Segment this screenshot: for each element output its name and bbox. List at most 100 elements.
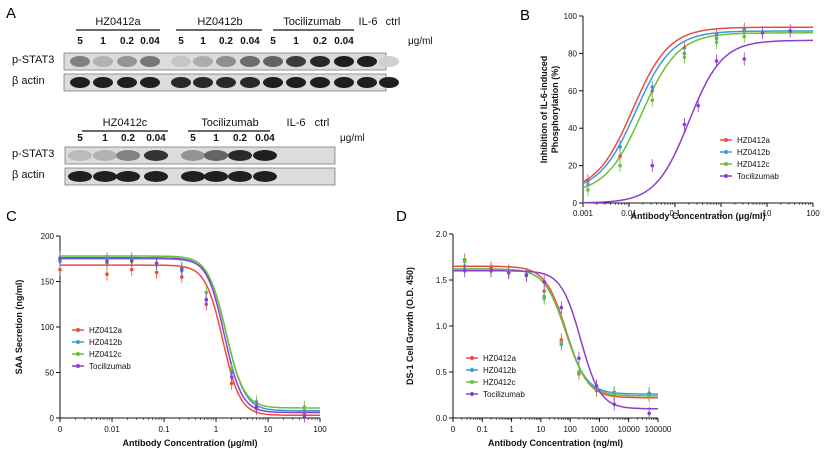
western-blot-top: HZ0412a HZ0412b Tocilizumab IL-6 ctrl 5 1 0.2 0.… xyxy=(12,16,433,92)
blot-band-actin xyxy=(70,77,90,88)
data-point-hz0412c xyxy=(229,366,234,370)
data-point-hz0412c xyxy=(302,405,307,409)
x-tick-label: 10 xyxy=(264,425,273,434)
blot-group-label: HZ0412c xyxy=(103,117,148,129)
legend-swatch-marker xyxy=(470,368,474,372)
panel-label-a: A xyxy=(6,5,16,22)
y-axis-label: SAA Secretion (ng/ml) xyxy=(14,280,24,375)
blot-band-actin xyxy=(286,77,306,88)
x-tick-label: 1 xyxy=(719,209,724,218)
data-point-tocilizumab xyxy=(742,57,747,61)
data-point-tocilizumab xyxy=(559,305,564,310)
data-point-tocilizumab xyxy=(489,269,493,273)
y-axis-label: DS-1 Cell Growth (O.D. 450) xyxy=(405,267,415,385)
legend-swatch-marker xyxy=(470,356,474,360)
blot-group-label: HZ0412a xyxy=(95,16,141,28)
blot-band-pstat3 xyxy=(253,150,277,161)
data-point-hz0412c xyxy=(742,34,747,39)
data-point-hz0412c xyxy=(462,259,467,264)
blot-band-pstat3 xyxy=(228,150,252,161)
blot-band-actin xyxy=(144,171,168,182)
blot-band-actin xyxy=(379,77,399,88)
blot-band-actin xyxy=(117,77,137,88)
blot-band-pstat3 xyxy=(93,150,117,161)
data-point-tocilizumab xyxy=(612,402,617,407)
legend-swatch-marker xyxy=(470,380,474,384)
legend-entry-hz0412b: HZ0412b xyxy=(483,366,516,375)
legend-swatch-marker xyxy=(724,150,728,154)
blot-dose-label: 0.2 xyxy=(219,36,233,47)
blot-dose-label: 0.2 xyxy=(120,36,134,47)
blot-band-actin xyxy=(204,171,228,182)
legend-entry-hz0412c: HZ0412c xyxy=(737,160,769,169)
data-point-tocilizumab xyxy=(760,31,765,35)
blot-band-actin xyxy=(140,77,160,88)
x-tick-label: 0.01 xyxy=(104,425,120,434)
data-point-hz0412a xyxy=(129,267,134,272)
blot-group-label: Tocilizumab xyxy=(283,16,340,28)
panel-label-c: C xyxy=(6,208,17,225)
blot-dose-label: 0.04 xyxy=(146,133,166,144)
x-tick-label: 100 xyxy=(563,425,577,434)
blot-dose-label: 0.04 xyxy=(140,36,160,47)
data-point-tocilizumab xyxy=(105,259,109,264)
legend-entry-hz0412b: HZ0412b xyxy=(737,148,770,157)
x-tick-label: 1000 xyxy=(591,425,609,434)
y-tick-label: 1.0 xyxy=(436,322,448,331)
blot-band-pstat3 xyxy=(240,56,260,67)
blot-band-pstat3 xyxy=(93,56,113,67)
blot-band-pstat3 xyxy=(140,56,160,67)
blot-dose-label: 0.2 xyxy=(313,36,327,47)
blot-band-actin xyxy=(334,77,354,88)
blot-band-actin xyxy=(253,171,277,182)
blot-band-pstat3 xyxy=(181,150,205,161)
blot-dose-label: 1 xyxy=(100,36,106,47)
data-point-hz0412b xyxy=(618,145,622,149)
blot-dose-label: 5 xyxy=(77,133,83,144)
data-point-tocilizumab xyxy=(129,258,134,263)
y-tick-label: 80 xyxy=(568,49,577,58)
blot-dose-label: 5 xyxy=(190,133,196,144)
x-tick-label: 10000 xyxy=(618,425,641,434)
legend-swatch-marker xyxy=(76,340,80,344)
x-tick-label: 0.1 xyxy=(477,425,489,434)
legend-swatch-marker xyxy=(724,162,728,166)
legend-swatch-marker xyxy=(76,352,80,356)
y-tick-label: 60 xyxy=(568,87,577,96)
blot-dose-label: 0.2 xyxy=(233,133,247,144)
x-axis-label: Antibody Concentration (μg/ml) xyxy=(631,211,766,221)
chart-d-ds1-growth: 0.0 0.5 1.0 1.5 2.0 0 0.1 1 10 100 1000 10000 100000… xyxy=(405,230,672,448)
blot-row-label-actin: β actin xyxy=(12,75,45,87)
y-tick-label: 20 xyxy=(568,162,577,171)
legend-swatch-marker xyxy=(724,138,728,142)
blot-dose-label: 0.04 xyxy=(240,36,260,47)
blot-band-actin xyxy=(193,77,213,88)
data-point-hz0412c xyxy=(682,55,687,59)
data-point-tocilizumab xyxy=(788,29,793,33)
blot-band-pstat3 xyxy=(286,56,306,67)
blot-band-pstat3 xyxy=(357,56,377,67)
legend-swatch-marker xyxy=(76,328,80,332)
data-point-hz0412c xyxy=(612,392,617,396)
y-tick-label: 0.5 xyxy=(436,368,448,377)
legend-entry-tocilizumab: Tocilizumab xyxy=(89,362,131,371)
blot-row-label-pstat3: p-STAT3 xyxy=(12,148,54,160)
blot-band-pstat3 xyxy=(204,150,228,161)
data-point-tocilizumab xyxy=(229,375,234,379)
data-point-tocilizumab xyxy=(647,411,651,416)
blot-band-actin xyxy=(93,171,117,182)
western-blot-bottom: HZ0412c Tocilizumab IL-6 ctrl 5 1 0.2 0.04 5 1 0.2… xyxy=(12,117,365,186)
data-point-hz0412a xyxy=(154,270,159,275)
fit-curve-hz0412a xyxy=(60,264,320,417)
blot-band-actin xyxy=(171,77,191,88)
blot-dose-label: 5 xyxy=(270,36,276,47)
blot-dose-label: 0.2 xyxy=(121,133,135,144)
blot-band-pstat3 xyxy=(263,56,283,67)
x-axis-label: Antibody Concentration (ng/ml) xyxy=(488,438,623,448)
data-point-tocilizumab xyxy=(302,414,307,418)
data-point-hz0412c xyxy=(559,340,564,345)
legend-entry-hz0412a: HZ0412a xyxy=(483,354,516,363)
data-point-hz0412c xyxy=(618,163,622,168)
blot-dose-label: 0.04 xyxy=(255,133,275,144)
blot-band-pstat3 xyxy=(379,56,399,67)
